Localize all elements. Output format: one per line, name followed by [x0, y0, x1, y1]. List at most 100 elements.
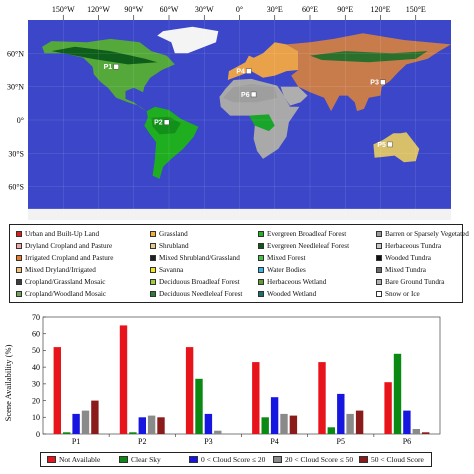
- bar: [403, 410, 411, 434]
- legend-label: Snow or Ice: [385, 290, 420, 298]
- latitude-label: 0°: [17, 116, 24, 125]
- legend-label: Mixed Forest: [267, 254, 306, 262]
- legend-label: Mixed Dryland/Irrigated: [25, 266, 96, 274]
- bar: [185, 347, 194, 434]
- bar-legend-swatch: [359, 456, 368, 463]
- bar: [337, 393, 345, 434]
- sample-point-label: P1: [104, 64, 113, 71]
- legend-swatch: [376, 254, 382, 261]
- bar-legend-swatch: [47, 456, 56, 463]
- legend-label: Evergreen Broadleaf Forest: [267, 230, 347, 238]
- legend-swatch: [150, 290, 156, 297]
- x-tick-label: P2: [138, 437, 146, 446]
- x-tick-label: P4: [270, 437, 278, 446]
- legend-label: Wooded Tundra: [385, 254, 431, 262]
- legend-label: Dryland Cropland and Pasture: [25, 242, 113, 250]
- longitude-label: 150°E: [406, 5, 426, 14]
- longitude-label: 60°E: [302, 5, 318, 14]
- bar-legend-item: Not Available: [47, 455, 100, 465]
- bar-legend-item: 50 < Cloud Score: [359, 455, 424, 465]
- legend-label: Wooded Wetland: [267, 290, 317, 298]
- bar-legend-label: Not Available: [59, 455, 101, 464]
- land-cover-legend: Urban and Built-Up Land Dryland Cropland …: [9, 224, 469, 303]
- longitude-label: 0°: [236, 5, 243, 14]
- antarctica-land: [28, 208, 451, 220]
- australia-land: [373, 132, 420, 163]
- boreal-forest: [51, 46, 158, 65]
- legend-swatch: [376, 266, 382, 273]
- bar: [72, 413, 80, 434]
- legend-label: Bare Ground Tundra: [385, 278, 445, 286]
- legend-swatch: [376, 278, 382, 285]
- legend-swatch: [258, 278, 264, 285]
- sample-point-label: P3: [370, 80, 379, 87]
- sample-point-label: P4: [236, 69, 245, 76]
- bar: [214, 430, 222, 434]
- north-america-land: [42, 38, 175, 112]
- bar: [138, 417, 146, 434]
- bar-legend-item: 20 < Cloud Score ≤ 50: [273, 455, 353, 465]
- legend-label: Savanna: [159, 266, 184, 274]
- map-latitude-labels: 60°N 30°N 0° 30°S 60°S: [7, 49, 24, 191]
- legend-swatch: [16, 254, 22, 261]
- land-cover-world-map: 150°W 120°W 90°W 60°W 30°W 0° 30°E 60°E 90°E 120°…: [7, 5, 451, 220]
- bar: [280, 413, 288, 434]
- sample-point-label: P2: [154, 120, 163, 127]
- legend-swatch: [16, 278, 22, 285]
- bar-legend-item: Clear Sky: [119, 455, 161, 465]
- sample-point-marker: [380, 79, 386, 85]
- central-africa-forest: [248, 114, 275, 132]
- legend-label: Grassland: [159, 230, 188, 238]
- bar: [91, 400, 99, 434]
- x-tick-label: P1: [72, 437, 80, 446]
- bar-legend-label: Clear Sky: [131, 455, 161, 464]
- bar-legend-label: 50 < Cloud Score: [371, 455, 424, 464]
- y-tick-label: 50: [32, 346, 40, 355]
- legend-label: Mixed Shrubland/Grassland: [159, 254, 240, 262]
- amazon-forest: [151, 116, 181, 135]
- sample-point-marker: [387, 141, 393, 148]
- legend-swatch: [258, 266, 264, 273]
- bar: [346, 413, 354, 434]
- bar-legend-item: 0 < Cloud Score ≤ 20: [189, 455, 265, 465]
- y-axis-label: Scene Availability (%): [3, 344, 13, 421]
- sample-point-marker: [250, 91, 257, 98]
- y-tick-label: 30: [32, 380, 40, 389]
- bar: [81, 410, 90, 434]
- x-tick-label: P5: [337, 437, 345, 446]
- chart-axes: [42, 316, 441, 435]
- legend-swatch: [376, 290, 382, 297]
- legend-label: Water Bodies: [267, 266, 306, 274]
- legend-swatch: [150, 278, 156, 285]
- latitude-label: 60°N: [7, 49, 24, 58]
- sample-point-marker: [163, 119, 170, 125]
- map-land: [28, 26, 451, 220]
- legend-label: Barren or Sparsely Vegetated: [385, 230, 469, 238]
- chart-bars: [53, 325, 430, 434]
- bar: [384, 382, 392, 434]
- legend-label: Irrigated Cropland and Pasture: [25, 254, 114, 262]
- longitude-label: 150°W: [52, 5, 75, 14]
- longitude-label: 60°W: [160, 5, 179, 14]
- longitude-label: 90°E: [337, 5, 353, 14]
- legend-label: Evergreen Needleleaf Forest: [267, 242, 350, 250]
- legend-label: Herbaceous Wetland: [267, 278, 327, 286]
- latitude-label: 60°S: [8, 183, 24, 192]
- sample-point-label: P6: [241, 92, 250, 99]
- bar: [318, 362, 326, 434]
- greenland-land: [157, 26, 219, 54]
- longitude-label: 30°E: [267, 5, 283, 14]
- bar: [252, 362, 260, 434]
- y-tick-label: 20: [32, 396, 40, 405]
- x-tick-label: P6: [403, 437, 411, 446]
- legend-swatch: [258, 230, 264, 237]
- bar: [261, 417, 269, 434]
- bar: [119, 325, 128, 434]
- legend-label: Shrubland: [159, 242, 189, 250]
- bar: [393, 353, 402, 434]
- legend-swatch: [150, 230, 156, 237]
- legend-label: Herbaceous Tundra: [385, 242, 442, 250]
- y-tick-label: 10: [32, 413, 40, 422]
- bar: [157, 417, 165, 434]
- scene-availability-chart: 0 10 20 30 40 50 60 70 P1 P2 P3 P4 P5 P6 Scene Availa…: [3, 313, 441, 446]
